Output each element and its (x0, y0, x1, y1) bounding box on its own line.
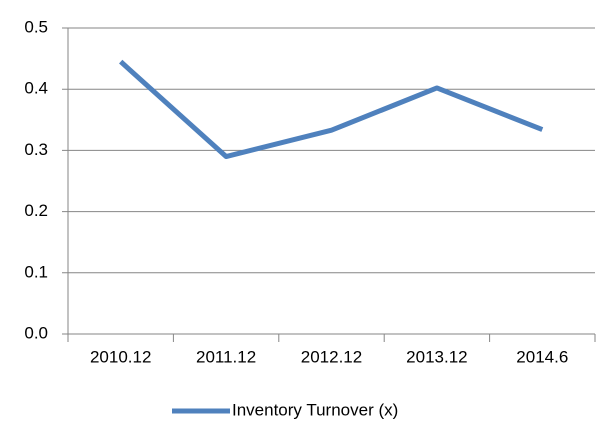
x-tick-label: 2013.12 (406, 347, 467, 366)
y-tick-label: 0.2 (24, 201, 48, 220)
y-tick-label: 0.4 (24, 79, 48, 98)
legend-label: Inventory Turnover (x) (232, 400, 398, 419)
y-tick-label: 0.0 (24, 323, 48, 342)
x-tick-label: 2011.12 (196, 347, 256, 366)
x-tick-label: 2014.6 (516, 347, 568, 366)
data-line (119, 59, 544, 160)
x-tick-label: 2012.12 (301, 347, 362, 366)
x-tick-label: 2010.12 (90, 347, 151, 366)
y-tick-label: 0.5 (24, 17, 48, 36)
y-tick-label: 0.1 (24, 262, 48, 281)
y-tick-label: 0.3 (24, 140, 48, 159)
